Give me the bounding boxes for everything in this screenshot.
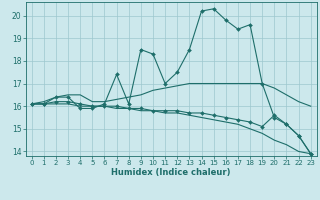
X-axis label: Humidex (Indice chaleur): Humidex (Indice chaleur)	[111, 168, 231, 177]
